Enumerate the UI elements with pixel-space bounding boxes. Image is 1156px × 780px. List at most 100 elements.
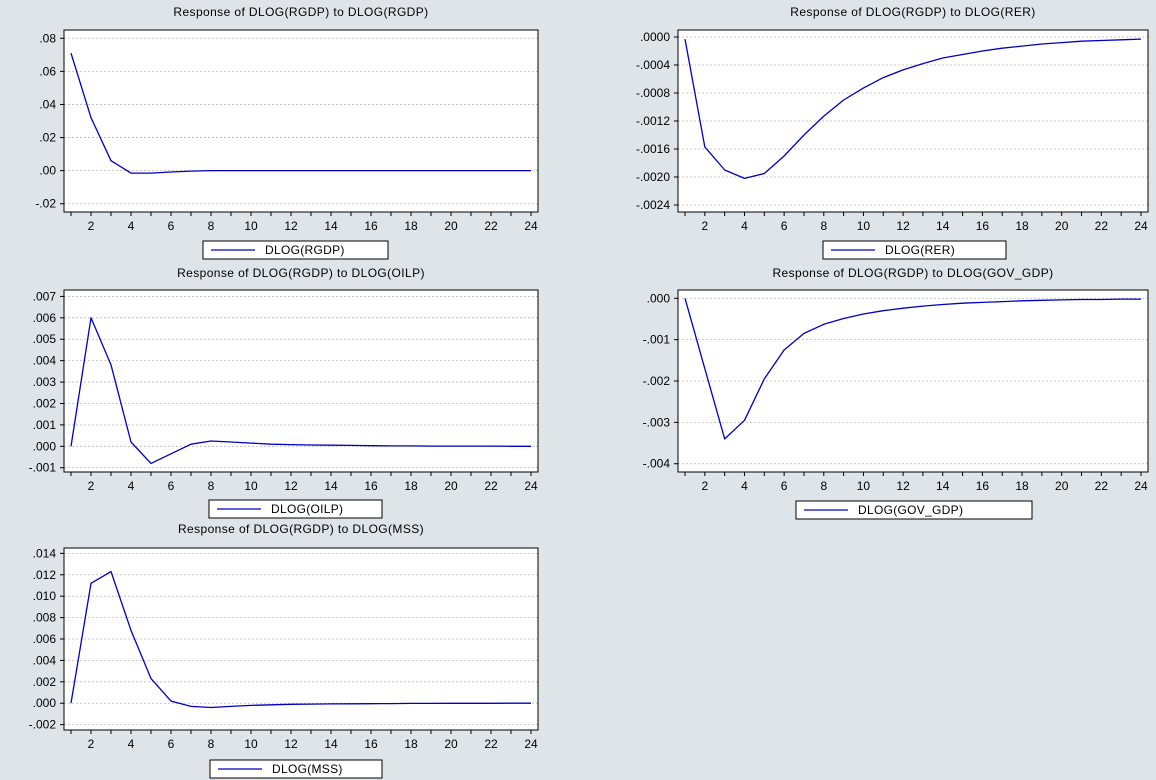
x-tick-label: 2 — [88, 737, 95, 751]
y-tick-label: .06 — [39, 64, 56, 78]
x-tick-label: 16 — [976, 479, 990, 493]
y-tick-label: .02 — [39, 131, 56, 145]
chart-panel-4: Response of DLOG(RGDP) to DLOG(GOV_GDP) -… — [643, 266, 1149, 520]
legend-label: DLOG(RGDP) — [265, 243, 345, 257]
x-tick-label: 6 — [168, 219, 175, 233]
x-tick-label: 18 — [404, 479, 418, 493]
y-tick-label: .014 — [33, 546, 57, 560]
x-tick-label: 10 — [857, 219, 871, 233]
y-tick-label: -.001 — [29, 461, 57, 475]
plot-frame — [63, 29, 539, 213]
x-tick-label: 2 — [701, 479, 708, 493]
chart-panel-5: Response of DLOG(RGDP) to DLOG(MSS) -.002… — [29, 522, 539, 779]
x-tick-label: 24 — [524, 479, 538, 493]
x-tick-label: 18 — [404, 219, 418, 233]
y-tick-label: .001 — [33, 418, 57, 432]
legend-box — [795, 500, 1033, 520]
y-tick-label: .008 — [33, 611, 57, 625]
chart-title: Response of DLOG(RGDP) to DLOG(GOV_GDP) — [772, 266, 1053, 280]
x-tick-label: 20 — [444, 219, 458, 233]
y-tick-label: .0000 — [640, 30, 670, 44]
chart-panel-1: Response of DLOG(RGDP) to DLOG(RGDP) -.02… — [35, 5, 539, 260]
plot-frame — [677, 29, 1149, 213]
x-tick-label: 20 — [444, 479, 458, 493]
x-tick-label: 10 — [857, 479, 871, 493]
y-tick-label: .010 — [33, 589, 57, 603]
y-tick-label: -.0016 — [636, 142, 670, 156]
y-tick-label: .004 — [33, 653, 57, 667]
x-tick-label: 22 — [1095, 219, 1109, 233]
y-tick-label: -.0012 — [636, 114, 670, 128]
legend-label: DLOG(MSS) — [272, 762, 343, 776]
x-tick-label: 22 — [1095, 479, 1109, 493]
x-tick-label: 12 — [284, 219, 298, 233]
y-tick-label: .006 — [33, 632, 57, 646]
chart-panel-2: Response of DLOG(RGDP) to DLOG(RER) -.002… — [636, 5, 1149, 260]
y-tick-label: .04 — [39, 97, 56, 111]
x-tick-label: 4 — [128, 737, 135, 751]
legend-label: DLOG(RER) — [885, 243, 955, 257]
x-tick-label: 20 — [444, 737, 458, 751]
x-tick-label: 24 — [524, 737, 538, 751]
x-tick-label: 2 — [88, 479, 95, 493]
x-tick-label: 12 — [284, 479, 298, 493]
chart-title: Response of DLOG(RGDP) to DLOG(MSS) — [178, 522, 424, 536]
y-tick-label: -.02 — [35, 197, 56, 211]
plot-frame — [63, 547, 539, 731]
x-tick-label: 10 — [244, 219, 258, 233]
legend: DLOG(OILP) — [208, 499, 383, 519]
x-tick-label: 4 — [128, 479, 135, 493]
legend: DLOG(RER) — [822, 240, 1007, 260]
y-tick-label: -.001 — [643, 333, 671, 347]
y-tick-label: .007 — [33, 289, 57, 303]
x-tick-label: 14 — [936, 479, 950, 493]
plot-frame — [63, 289, 539, 473]
x-tick-label: 4 — [741, 219, 748, 233]
y-tick-label: .08 — [39, 31, 56, 45]
chart-title: Response of DLOG(RGDP) to DLOG(RGDP) — [173, 5, 428, 19]
x-tick-label: 20 — [1055, 479, 1069, 493]
x-tick-label: 8 — [208, 737, 215, 751]
x-tick-label: 24 — [1134, 479, 1148, 493]
y-tick-label: .006 — [33, 311, 57, 325]
x-tick-label: 14 — [324, 219, 338, 233]
x-tick-label: 2 — [701, 219, 708, 233]
x-tick-label: 22 — [484, 737, 498, 751]
plot-area — [64, 30, 538, 212]
plot-frame — [677, 289, 1149, 473]
chart-panel-3: Response of DLOG(RGDP) to DLOG(OILP) -.00… — [29, 266, 539, 519]
y-tick-label: -.0024 — [636, 198, 670, 212]
legend: DLOG(GOV_GDP) — [795, 500, 1033, 520]
legend-box — [208, 499, 383, 519]
series-line — [70, 53, 531, 174]
plot-area — [64, 290, 538, 472]
x-tick-label: 6 — [781, 479, 788, 493]
x-tick-label: 12 — [896, 219, 910, 233]
y-tick-label: .004 — [33, 354, 57, 368]
x-tick-label: 18 — [404, 737, 418, 751]
x-tick-label: 18 — [1015, 219, 1029, 233]
x-tick-label: 10 — [244, 737, 258, 751]
y-tick-label: -.0020 — [636, 170, 670, 184]
x-tick-label: 14 — [324, 479, 338, 493]
x-tick-label: 16 — [364, 219, 378, 233]
y-tick-label: .002 — [33, 675, 57, 689]
x-tick-label: 8 — [820, 219, 827, 233]
series-line — [684, 38, 1142, 180]
legend: DLOG(MSS) — [209, 759, 383, 779]
legend-label: DLOG(GOV_GDP) — [858, 503, 963, 517]
y-tick-label: .005 — [33, 332, 57, 346]
x-tick-label: 4 — [741, 479, 748, 493]
x-tick-label: 4 — [128, 219, 135, 233]
y-tick-label: .003 — [33, 375, 57, 389]
x-tick-label: 24 — [524, 219, 538, 233]
x-tick-label: 8 — [820, 479, 827, 493]
x-tick-label: 16 — [364, 479, 378, 493]
legend-label: DLOG(OILP) — [271, 502, 343, 516]
x-tick-label: 6 — [781, 219, 788, 233]
y-tick-label: -.002 — [643, 374, 671, 388]
y-tick-label: .002 — [33, 396, 57, 410]
y-tick-label: -.0004 — [636, 58, 670, 72]
